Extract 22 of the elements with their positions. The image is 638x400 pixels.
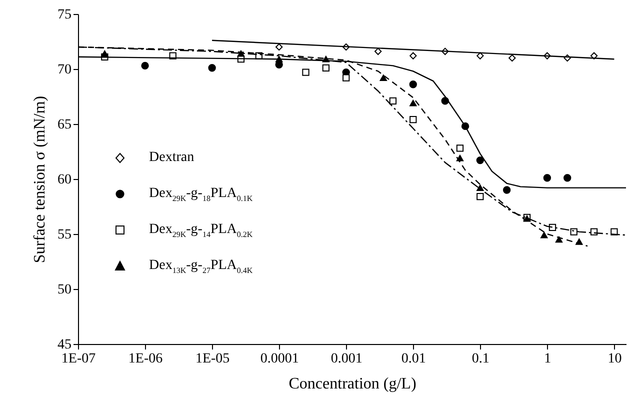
y-tick-label: 65	[58, 118, 72, 132]
x-tick-label: 0.1	[472, 352, 490, 366]
y-tick-label: 45	[58, 338, 72, 352]
legend-label: Dex$_{13K}$-g-$_{27}$PLA$_{0.4K}$	[149, 258, 253, 274]
legend-label: Dextran	[149, 150, 194, 166]
x-tick-label: 1E-05	[195, 352, 230, 366]
legend-label: Dex$_{29K}$-g-$_{18}$PLA$_{0.1K}$	[149, 186, 253, 202]
y-tick-label: 55	[58, 228, 72, 242]
x-tick-label: 0.001	[330, 352, 362, 366]
x-tick-label: 10	[608, 352, 622, 366]
x-tick-label: 1E-07	[61, 352, 96, 366]
x-tick-label: 0.0001	[260, 352, 299, 366]
x-tick-label: 0.01	[401, 352, 426, 366]
y-tick-label: 70	[58, 62, 72, 78]
y-tick-label: 75	[58, 8, 72, 22]
y-axis-title: Surface tension σ (mN/m)	[32, 96, 48, 264]
x-axis-title: Concentration (g/L)	[288, 376, 416, 392]
x-tick-label: 1E-06	[128, 352, 163, 366]
legend-label: Dex$_{29K}$-g-$_{14}$PLA$_{0.2K}$	[149, 222, 253, 238]
x-tick-label: 1	[544, 352, 552, 366]
y-tick-label: 50	[58, 282, 72, 298]
y-tick-label: 60	[58, 172, 72, 188]
